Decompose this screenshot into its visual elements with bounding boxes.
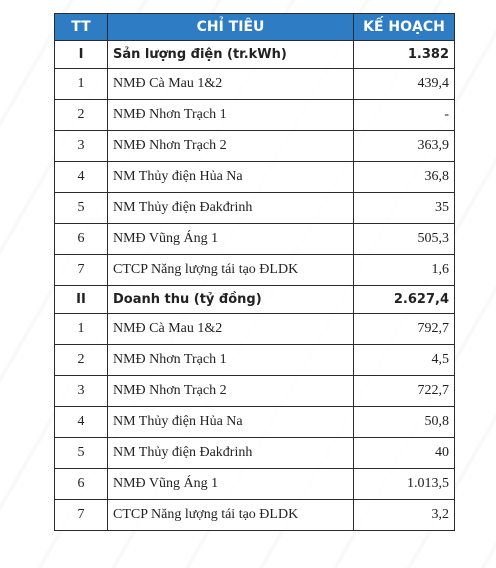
section-number: II: [54, 285, 108, 314]
item-row: 5 NM Thủy điện Đakđrinh 40: [54, 437, 455, 469]
item-name: NMĐ Vũng Áng 1: [107, 468, 354, 500]
section-title: Sản lượng điện (tr.kWh): [107, 40, 354, 69]
item-value: 50,8: [353, 406, 455, 438]
item-name: NMĐ Nhơn Trạch 1: [107, 99, 354, 131]
item-row: 4 NM Thủy điện Hủa Na 36,8: [54, 161, 455, 193]
item-row: 7 CTCP Năng lượng tái tạo ĐLDK 3,2: [54, 499, 455, 531]
item-value: -: [353, 99, 455, 131]
table-body: I Sản lượng điện (tr.kWh) 1.382 1 NMĐ Cà Mau…: [54, 40, 455, 531]
item-name: NM Thủy điện Hủa Na: [107, 161, 354, 193]
item-name: NMĐ Vũng Áng 1: [107, 223, 354, 255]
section-title: Doanh thu (tỷ đồng): [107, 285, 354, 314]
item-name: NMĐ Nhơn Trạch 1: [107, 344, 354, 376]
section-row: II Doanh thu (tỷ đồng) 2.627,4: [54, 285, 455, 314]
item-number: 3: [54, 375, 108, 407]
item-number: 7: [54, 254, 108, 286]
item-value: 1.013,5: [353, 468, 455, 500]
item-value: 505,3: [353, 223, 455, 255]
item-name: NMĐ Cà Mau 1&2: [107, 313, 354, 345]
header-cell: TT: [54, 13, 108, 41]
plan-table: TT CHỈ TIÊU KẾ HOẠCH I Sản lượng điện (tr…: [54, 13, 455, 531]
item-row: 5 NM Thủy điện Đakđrinh 35: [54, 192, 455, 224]
item-row: 3 NMĐ Nhơn Trạch 2 722,7: [54, 375, 455, 407]
item-row: 3 NMĐ Nhơn Trạch 2 363,9: [54, 130, 455, 162]
item-name: NM Thủy điện Đakđrinh: [107, 437, 354, 469]
item-name: NMĐ Cà Mau 1&2: [107, 68, 354, 100]
item-name: NMĐ Nhơn Trạch 2: [107, 375, 354, 407]
item-number: 5: [54, 437, 108, 469]
item-number: 5: [54, 192, 108, 224]
item-value: 36,8: [353, 161, 455, 193]
section-value: 2.627,4: [353, 285, 455, 314]
item-row: 6 NMĐ Vũng Áng 1 1.013,5: [54, 468, 455, 500]
item-value: 1,6: [353, 254, 455, 286]
item-number: 4: [54, 406, 108, 438]
item-number: 1: [54, 313, 108, 345]
item-row: 1 NMĐ Cà Mau 1&2 439,4: [54, 68, 455, 100]
item-row: 1 NMĐ Cà Mau 1&2 792,7: [54, 313, 455, 345]
item-name: NMĐ Nhơn Trạch 2: [107, 130, 354, 162]
item-number: 2: [54, 344, 108, 376]
item-name: NM Thủy điện Đakđrinh: [107, 192, 354, 224]
item-name: CTCP Năng lượng tái tạo ĐLDK: [107, 254, 354, 286]
item-number: 1: [54, 68, 108, 100]
item-number: 6: [54, 223, 108, 255]
item-row: 2 NMĐ Nhơn Trạch 1-: [54, 99, 455, 131]
item-name: CTCP Năng lượng tái tạo ĐLDK: [107, 499, 354, 531]
item-number: 6: [54, 468, 108, 500]
item-number: 7: [54, 499, 108, 531]
section-row: I Sản lượng điện (tr.kWh) 1.382: [54, 40, 455, 69]
item-value: 722,7: [353, 375, 455, 407]
item-value: 439,4: [353, 68, 455, 100]
section-value: 1.382: [353, 40, 455, 69]
item-value: 35: [353, 192, 455, 224]
item-row: 4 NM Thủy điện Hủa Na 50,8: [54, 406, 455, 438]
item-row: 2 NMĐ Nhơn Trạch 1 4,5: [54, 344, 455, 376]
item-number: 2: [54, 99, 108, 131]
header-cell: KẾ HOẠCH: [353, 13, 455, 41]
item-name: NM Thủy điện Hủa Na: [107, 406, 354, 438]
item-value: 4,5: [353, 344, 455, 376]
header-row: TT CHỈ TIÊU KẾ HOẠCH: [54, 13, 455, 41]
item-value: 792,7: [353, 313, 455, 345]
item-number: 3: [54, 130, 108, 162]
section-number: I: [54, 40, 108, 69]
item-row: 7 CTCP Năng lượng tái tạo ĐLDK 1,6: [54, 254, 455, 286]
item-row: 6 NMĐ Vũng Áng 1 505,3: [54, 223, 455, 255]
item-value: 40: [353, 437, 455, 469]
header-cell: CHỈ TIÊU: [107, 13, 354, 41]
item-value: 363,9: [353, 130, 455, 162]
item-number: 4: [54, 161, 108, 193]
item-value: 3,2: [353, 499, 455, 531]
